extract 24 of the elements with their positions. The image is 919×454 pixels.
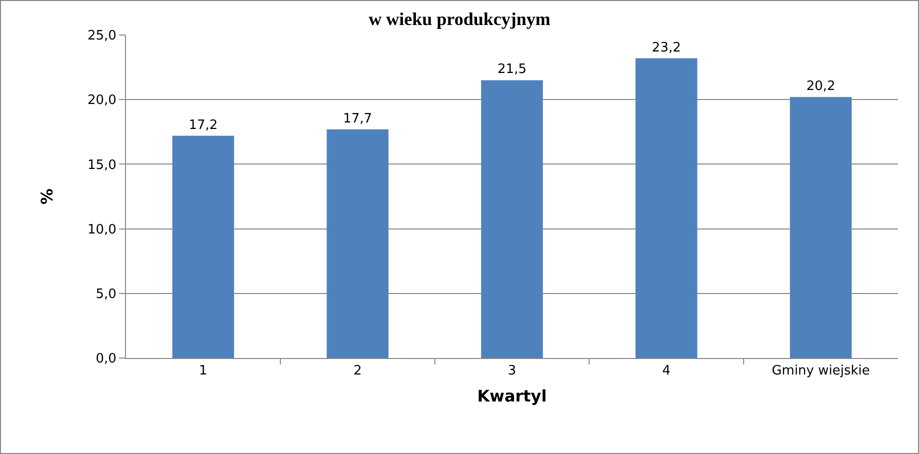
y-tick-label: 15,0 (87, 158, 116, 173)
x-tick-label: 2 (353, 364, 362, 379)
data-label: 20,2 (806, 79, 836, 94)
y-tick-label: 0,0 (96, 352, 116, 367)
bar (636, 58, 698, 358)
x-axis-title: Kwartyl (477, 386, 547, 406)
data-label: 17,2 (188, 118, 218, 133)
x-tick-label: 3 (508, 364, 516, 379)
x-tick-label: 4 (662, 364, 671, 379)
data-label: 23,2 (652, 40, 681, 56)
bar (481, 80, 543, 358)
y-tick-label: 10,0 (87, 222, 116, 238)
bar (790, 97, 852, 358)
y-tick-label: 25,0 (87, 28, 116, 44)
chart-title: w wieku produkcyjnym (368, 8, 550, 29)
y-axis-title: % (37, 188, 56, 205)
x-tick-label: 1 (199, 364, 208, 379)
y-tick-label: 5,0 (96, 286, 116, 302)
y-tick-label: 20,0 (87, 93, 116, 108)
bar (326, 129, 388, 358)
x-tick-label: Gminy wiejskie (772, 364, 870, 379)
data-label: 17,7 (343, 111, 372, 126)
bar (172, 136, 234, 358)
data-label: 21,5 (498, 62, 526, 78)
